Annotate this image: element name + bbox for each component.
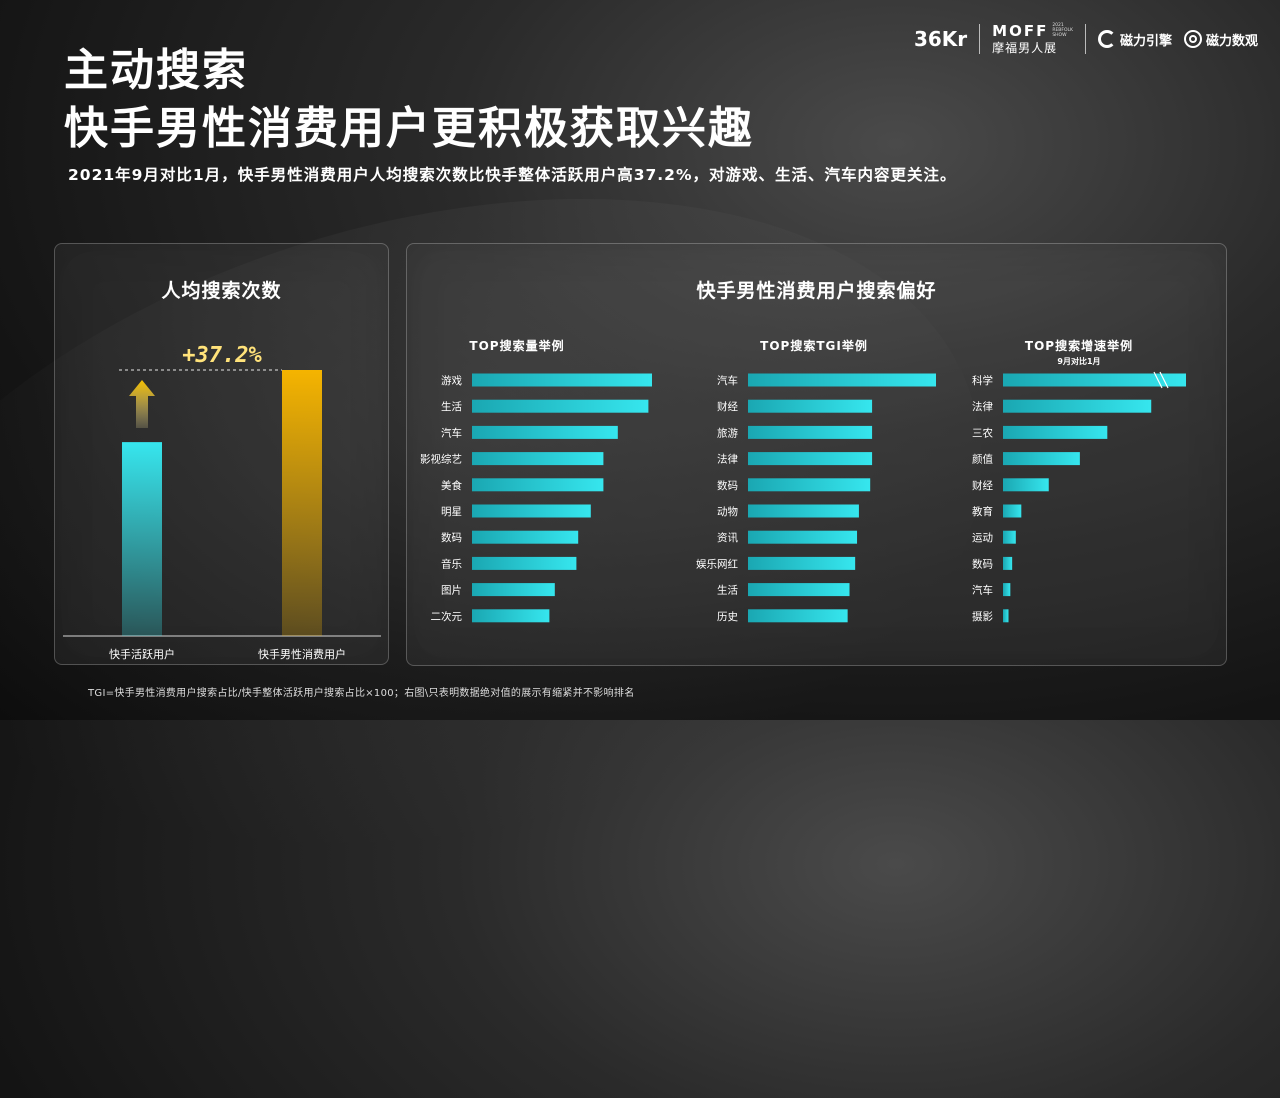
bar — [1003, 530, 1016, 544]
bar — [472, 478, 604, 492]
bar-1 — [122, 442, 162, 636]
left-chart-title: 人均搜索次数 — [161, 280, 282, 302]
cili-yinqing-label: 磁力引擎 — [1119, 33, 1172, 49]
page-headline: 快手男性消费用户更积极获取兴趣 — [64, 103, 754, 154]
bar — [748, 478, 871, 492]
bar — [748, 373, 936, 387]
category-label: 法律 — [717, 453, 738, 466]
category-label: 音乐 — [441, 557, 462, 570]
bar — [1003, 504, 1022, 518]
axis-break-mark — [1153, 371, 1163, 389]
logo-cili-yinqing: 磁力引擎 — [1097, 30, 1172, 49]
search-count-panel: 人均搜索次数 快手活跃用户 快手男性消费用户 +37.2% — [54, 243, 389, 665]
bar — [472, 530, 579, 544]
category-label: 美食 — [441, 479, 462, 492]
bar — [1003, 609, 1009, 623]
bar — [472, 583, 555, 597]
bar — [748, 452, 873, 466]
up-arrow-icon — [129, 380, 155, 428]
category-label: 数码 — [717, 479, 738, 492]
category-label: 图片 — [441, 584, 462, 597]
bar — [748, 504, 859, 518]
logo-divider — [1084, 24, 1086, 54]
logo-36kr: 36Kr — [913, 27, 968, 51]
bar-label: 快手男性消费用户 — [258, 647, 346, 661]
logo-cili-shuguan: 磁力数观 — [1183, 30, 1258, 49]
bar — [472, 373, 652, 387]
category-label: 生活 — [717, 584, 738, 597]
category-label: 动物 — [717, 505, 738, 518]
right-chart-title: 快手男性消费用户搜索偏好 — [696, 280, 937, 302]
bar-2 — [282, 370, 322, 636]
bar — [472, 609, 550, 623]
category-label: 明星 — [441, 506, 462, 518]
bar — [472, 452, 604, 466]
moff-wordmark: MOFF — [992, 22, 1049, 40]
category-label: 摄影 — [972, 610, 993, 623]
category-label: 法律 — [972, 400, 993, 413]
cili-shuguan-label: 磁力数观 — [1205, 33, 1258, 49]
category-label: 二次元 — [431, 610, 463, 623]
axis-break-mark — [1159, 371, 1169, 389]
page-title: 主动搜索 — [64, 45, 248, 96]
panel-title: TOP搜索增速举例 — [1025, 338, 1133, 353]
growth-annotation: +37.2% — [182, 343, 262, 368]
category-label: 汽车 — [441, 426, 462, 439]
category-label: 科学 — [972, 374, 993, 387]
category-label: 财经 — [717, 400, 738, 413]
bar — [1003, 399, 1152, 413]
bar — [1003, 425, 1108, 439]
panel-title: TOP搜索量举例 — [469, 338, 564, 353]
logo-moff: MOFF 2021 REBFOLK SHOW 摩福男人展 — [992, 22, 1073, 55]
category-label: 三农 — [972, 426, 993, 439]
category-label: 影视综艺 — [420, 453, 462, 466]
logo-divider — [979, 24, 981, 54]
category-label: 数码 — [972, 557, 993, 570]
bar — [1003, 478, 1049, 492]
panel-title: TOP搜索TGI举例 — [760, 338, 868, 353]
moff-small-text: 2021 REBFOLK SHOW — [1052, 23, 1073, 39]
cili-yinqing-icon — [1097, 30, 1116, 48]
bar — [1003, 373, 1186, 387]
category-label: 汽车 — [717, 374, 738, 387]
search-preference-panel: 快手男性消费用户搜索偏好 TOP搜索量举例 游戏 生活 汽车 影视综艺 美食 明星 数码 音乐图… — [406, 243, 1227, 666]
category-label: 数码 — [441, 531, 462, 544]
bar — [472, 504, 591, 518]
bar — [472, 425, 618, 439]
bar — [748, 583, 850, 597]
category-label: 汽车 — [972, 584, 993, 597]
footnote: TGI=快手男性消费用户搜索占比/快手整体活跃用户搜索占比×100；右图\只表明… — [88, 688, 635, 699]
cili-shuguan-icon — [1183, 30, 1202, 48]
category-label: 教育 — [972, 505, 993, 518]
category-label: 历史 — [717, 611, 738, 623]
category-label: 旅游 — [717, 426, 738, 439]
bar — [472, 399, 649, 413]
brand-logos: 36Kr MOFF 2021 REBFOLK SHOW 摩福男人展 磁力引擎 磁… — [914, 22, 1258, 56]
moff-cn-name: 摩福男人展 — [992, 41, 1058, 55]
category-label: 生活 — [441, 400, 462, 413]
panel-subtitle: 9月对比1月 — [1057, 356, 1100, 366]
bar — [472, 556, 577, 570]
bar — [1003, 556, 1013, 570]
bar-label: 快手活跃用户 — [109, 647, 175, 661]
bar — [748, 609, 848, 623]
category-label: 运动 — [972, 532, 993, 544]
category-label: 娱乐网红 — [696, 557, 738, 570]
category-label: 颜值 — [972, 453, 993, 466]
page-subtitle: 2021年9月对比1月，快手男性消费用户人均搜索次数比快手整体活跃用户高37.2… — [68, 166, 957, 184]
bar — [748, 399, 873, 413]
bar — [1003, 452, 1080, 466]
category-label: 财经 — [972, 479, 993, 492]
bar — [748, 530, 858, 544]
category-label: 资讯 — [717, 531, 738, 544]
search-count-chart: 快手活跃用户 快手男性消费用户 +37.2% — [63, 343, 381, 661]
bar — [1003, 583, 1011, 597]
category-label: 游戏 — [441, 374, 462, 387]
bar — [748, 556, 856, 570]
bar — [748, 425, 873, 439]
search-preference-chart: TOP搜索量举例游戏生活汽车影视综艺美食明星数码音乐图片二次元TOP搜索TGI举… — [420, 338, 1186, 623]
